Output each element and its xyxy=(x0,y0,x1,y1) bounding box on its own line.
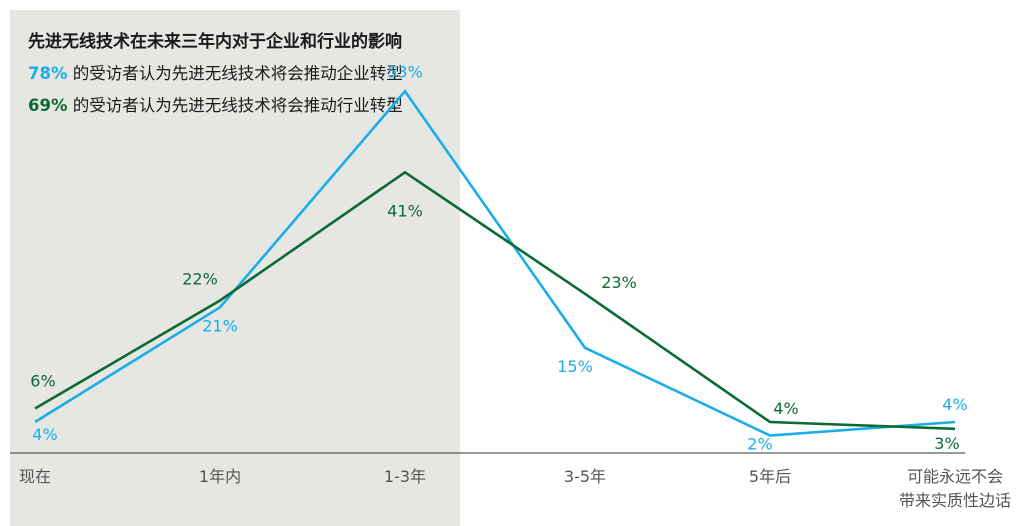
x-tick-label: 带来实质性边话 xyxy=(899,491,1011,510)
x-tick-label: 3-5年 xyxy=(564,467,606,486)
data-label: 6% xyxy=(30,372,55,391)
data-label: 21% xyxy=(202,316,238,335)
data-label: 23% xyxy=(601,273,637,292)
series-line-1 xyxy=(34,89,956,437)
data-label: 4% xyxy=(32,425,57,444)
highlight-band xyxy=(10,10,460,526)
x-tick-label: 1-3年 xyxy=(384,467,426,486)
stat-industry-text: 的受访者认为先进无线技术将会推动行业转型 xyxy=(67,96,403,115)
data-label: 15% xyxy=(557,357,593,376)
x-tick-label: 可能永远不会 xyxy=(907,467,1003,486)
data-label: 22% xyxy=(182,270,218,289)
x-tick-label: 现在 xyxy=(19,467,51,486)
stat-industry-pct: 69% xyxy=(28,96,68,115)
info-panel: 先进无线技术在未来三年内对于企业和行业的影响 78% 的受访者认为先进无线技术将… xyxy=(28,26,448,122)
stat-enterprise: 78% 的受访者认为先进无线技术将会推动企业转型 xyxy=(28,58,448,90)
data-label: 4% xyxy=(773,399,798,418)
x-tick-label: 1年内 xyxy=(199,467,241,486)
data-label: 2% xyxy=(747,435,772,454)
data-label: 53% xyxy=(387,62,423,81)
stat-industry: 69% 的受访者认为先进无线技术将会推动行业转型 xyxy=(28,90,448,122)
series-line-2 xyxy=(34,170,956,431)
data-label: 4% xyxy=(942,395,967,414)
chart-title: 先进无线技术在未来三年内对于企业和行业的影响 xyxy=(28,32,402,52)
stat-enterprise-text: 的受访者认为先进无线技术将会推动企业转型 xyxy=(67,64,403,83)
x-tick-label: 5年后 xyxy=(749,467,791,486)
stat-enterprise-pct: 78% xyxy=(28,64,68,83)
data-label: 41% xyxy=(387,201,423,220)
data-label: 3% xyxy=(934,434,959,453)
